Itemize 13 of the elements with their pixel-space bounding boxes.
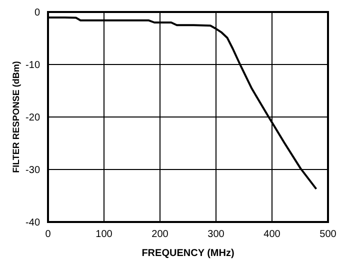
x-tick-label: 0 — [45, 229, 52, 240]
y-tick-label: -30 — [26, 165, 40, 176]
x-tick-label: 500 — [320, 229, 337, 240]
x-tick-label: 300 — [208, 229, 225, 240]
x-tick-label: 400 — [264, 229, 281, 240]
y-tick-label: -10 — [26, 60, 40, 72]
x-tick-label: 100 — [96, 229, 113, 240]
y-tick-label: -40 — [26, 218, 40, 229]
y-tick-label: -20 — [26, 112, 40, 124]
y-tick-label: 0 — [34, 8, 40, 19]
y-axis-title: FILTER RESPONSE (dBm) — [11, 61, 22, 173]
x-tick-label: 200 — [152, 229, 169, 240]
x-axis-title: FREQUENCY (MHz) — [142, 248, 234, 259]
